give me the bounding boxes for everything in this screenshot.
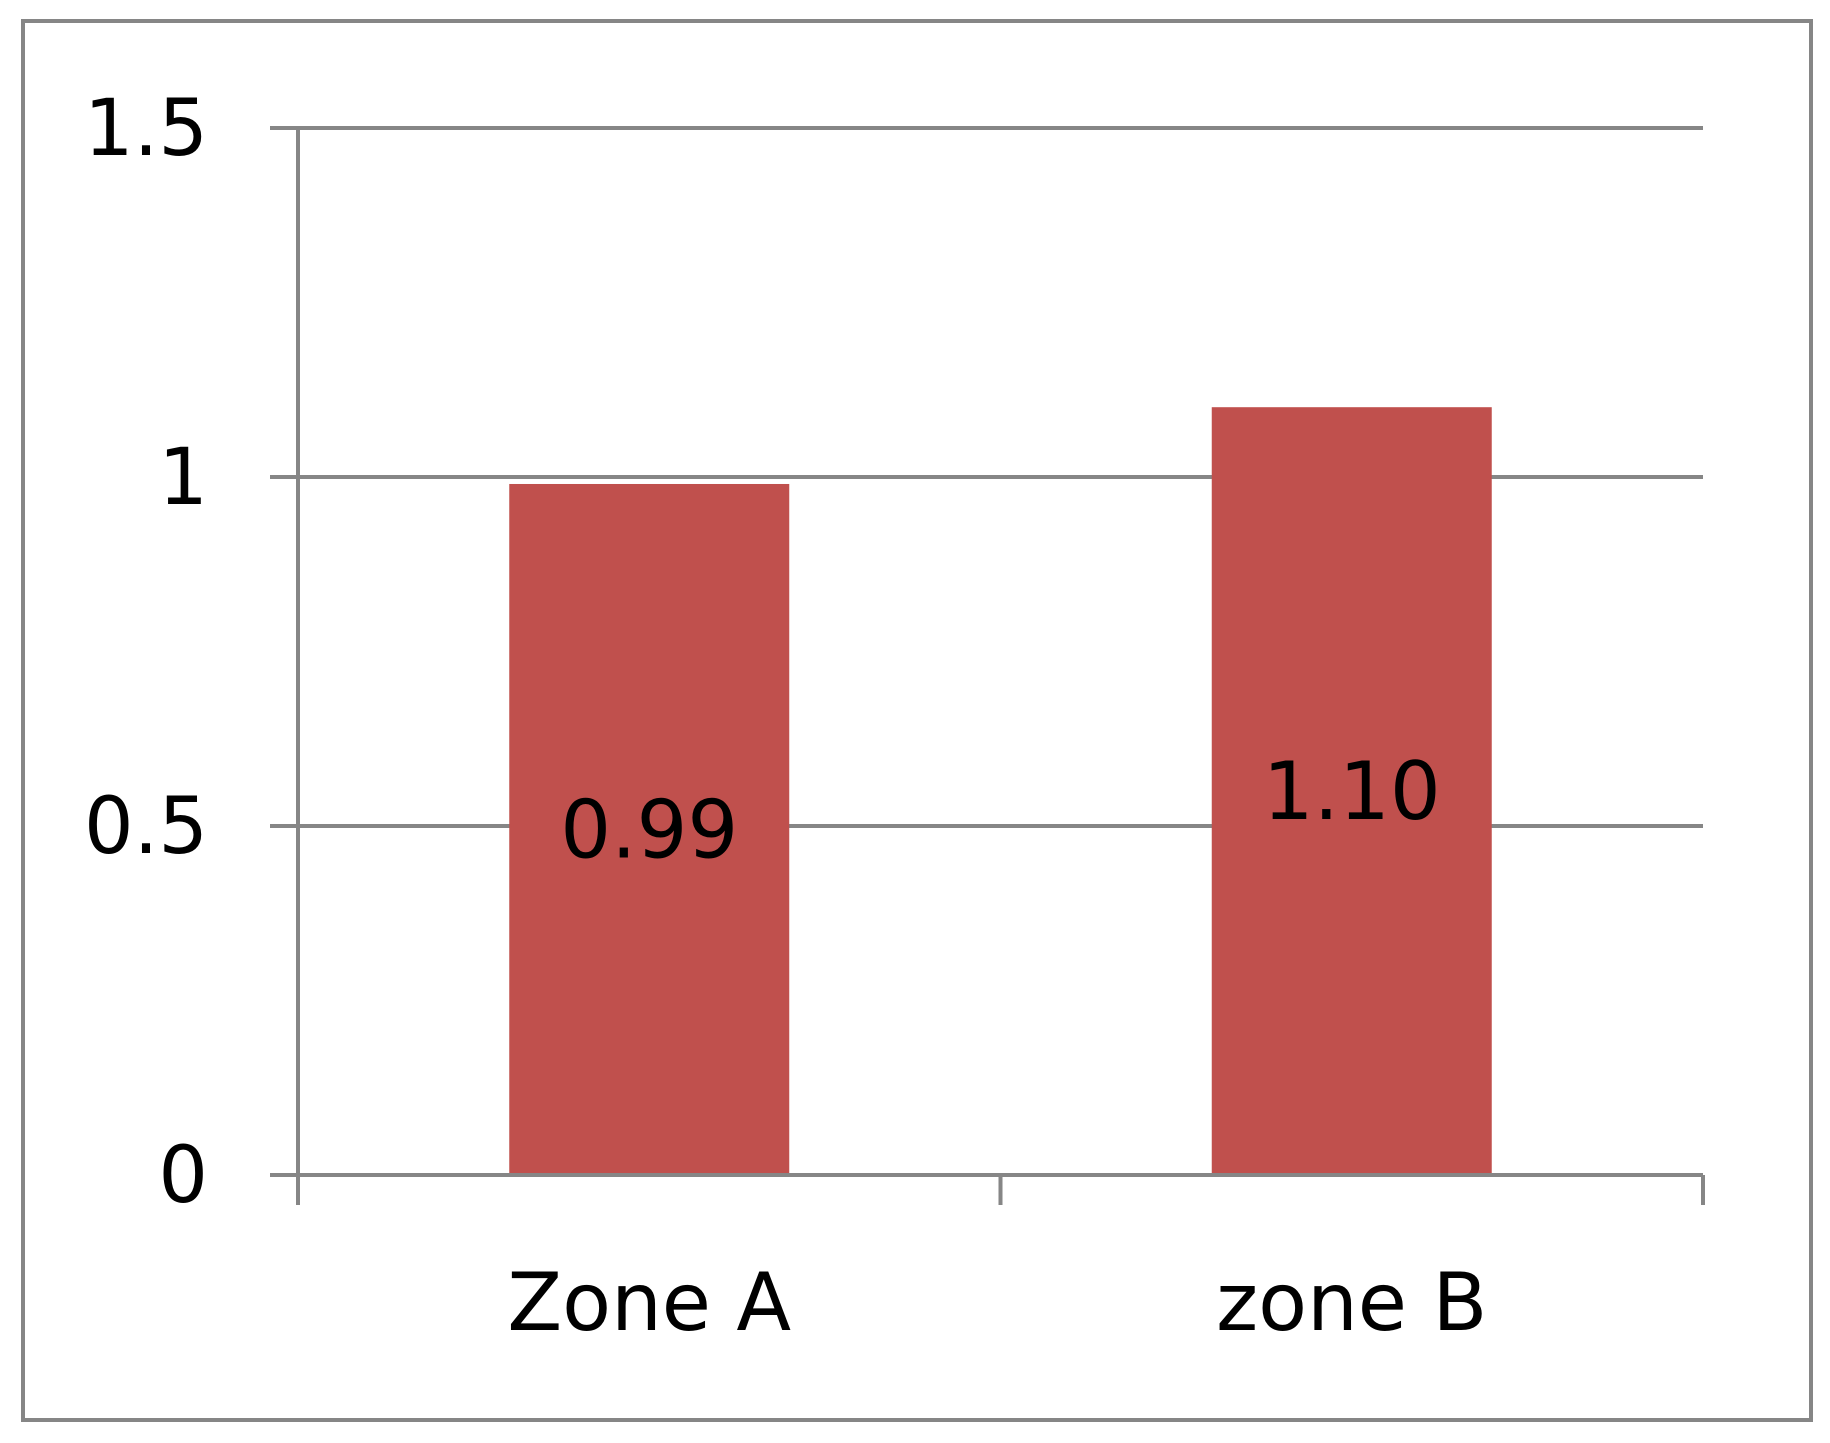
y-tick-label: 1.5 [84, 84, 208, 174]
data-label: 1.10 [1263, 745, 1441, 838]
chart-frame [21, 19, 1813, 1422]
axes [270, 128, 1705, 1205]
y-tick-label: 0 [158, 1131, 208, 1221]
x-tick-label: Zone A [507, 1256, 791, 1349]
x-tick-labels: Zone A zone B [507, 1256, 1487, 1349]
bars [509, 407, 1492, 1176]
bar-zone-a [509, 483, 790, 1176]
bar-zone-b [1211, 407, 1492, 1175]
y-tick-label: 0.5 [84, 782, 208, 872]
y-tick-labels: 0 0.5 1 1.5 [84, 84, 208, 1221]
x-tick-label: zone B [1216, 1256, 1487, 1349]
data-label: 0.99 [560, 783, 738, 876]
y-tick-label: 1 [158, 433, 208, 523]
data-labels: 0.99 1.10 [560, 745, 1441, 876]
